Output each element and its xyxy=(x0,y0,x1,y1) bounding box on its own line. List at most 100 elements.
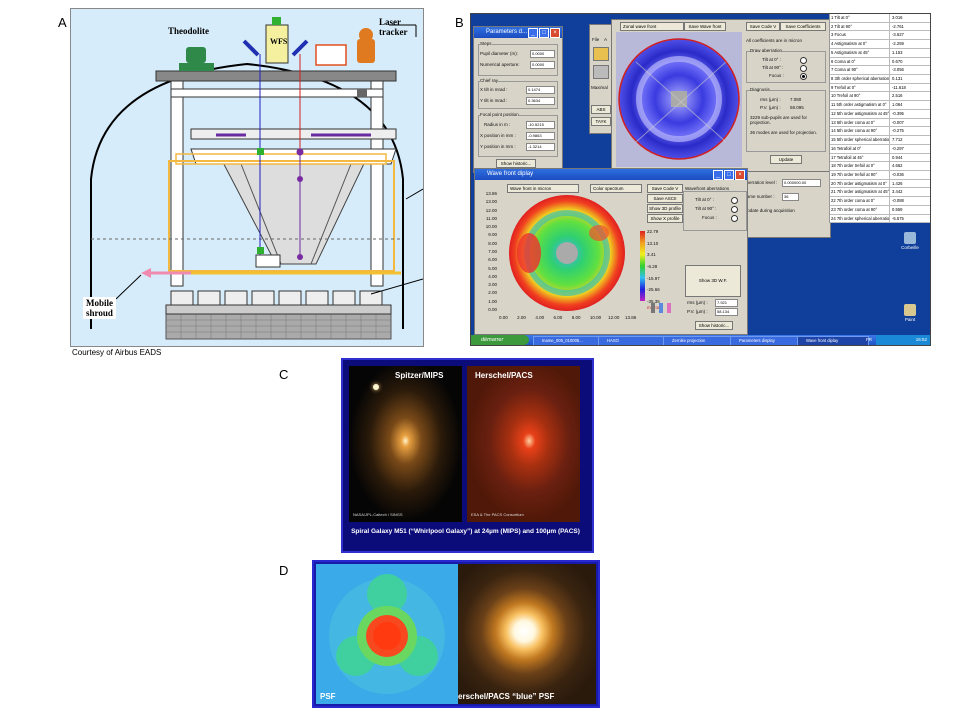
tilt90-radio[interactable] xyxy=(800,65,807,72)
update-button[interactable]: Update xyxy=(770,155,802,164)
zernike-term-value[interactable]: -2.761 xyxy=(892,23,904,29)
zernike-term-name: 19 7th order trefoil at 90° xyxy=(830,170,890,179)
zernike-term-value[interactable]: -3.056 xyxy=(892,67,904,73)
show-3d-profile-button[interactable]: Show 3D profile xyxy=(647,204,683,213)
zernike-term-value[interactable]: 1.064 xyxy=(892,102,903,108)
zernike-term-value[interactable]: 3.016 xyxy=(892,15,903,20)
y-tick-label: 13.00 xyxy=(485,199,497,205)
zernike-term-value[interactable]: -2.259 xyxy=(892,41,904,47)
pupil-diameter-field[interactable]: 0.0000 xyxy=(530,50,555,58)
spitzer-title: Spitzer/MIPS xyxy=(395,371,444,380)
taskbar-item[interactable]: Zernike projection xyxy=(663,336,735,345)
minimize-icon[interactable]: _ xyxy=(528,28,538,38)
zernike-term-value[interactable]: 0.944 xyxy=(892,154,903,160)
zernike-term-value[interactable]: 1.153 xyxy=(892,49,903,55)
zernike-term-value[interactable]: -11.618 xyxy=(892,84,906,90)
wavefront-display-window[interactable]: Wave front diplay _ □ × Wave front in micr… xyxy=(474,168,748,335)
maximize-icon[interactable]: □ xyxy=(539,28,549,38)
wf-rms-field[interactable]: 7.921 xyxy=(715,299,738,307)
color-spectrum-dropdown[interactable]: Color spectrum xyxy=(590,184,642,193)
save-code-v-button-2[interactable]: Save Code V xyxy=(647,184,683,193)
zernike-term-name: 14 5th order coma at 90° xyxy=(830,127,890,136)
panel-label-d: D xyxy=(279,563,289,578)
zernike-term-value[interactable]: 0.559 xyxy=(892,206,903,212)
close-icon[interactable]: × xyxy=(735,170,745,180)
tool-menu-window: File A Maximal ABS TAYK xyxy=(589,24,613,134)
focus-radio[interactable] xyxy=(800,73,807,80)
wavefront-unit-dropdown[interactable]: Wave front in micron xyxy=(507,184,579,193)
zernike-term-value[interactable]: -0.297 xyxy=(892,145,904,151)
trash-desktop-icon[interactable]: Corbeille xyxy=(899,232,921,250)
tilt0-radio[interactable] xyxy=(800,57,807,64)
taskbar-item[interactable]: HASO xyxy=(598,336,668,345)
abs-button[interactable]: ABS xyxy=(591,105,611,114)
file-menu[interactable]: File xyxy=(592,37,600,42)
y-position-field[interactable]: -1.3214 xyxy=(526,143,555,151)
wf-tilt90-radio[interactable] xyxy=(731,206,738,213)
x-position-label: X position in mm : xyxy=(480,133,516,138)
colorbar-tick-label: -35.35 xyxy=(647,299,660,304)
folder-icon[interactable] xyxy=(593,47,609,61)
maximize-icon[interactable]: □ xyxy=(724,170,734,180)
slider-handle-icon[interactable] xyxy=(659,303,663,313)
pv-value: 58.095 xyxy=(790,105,804,110)
zernike-term-value[interactable]: 3.442 xyxy=(892,189,903,195)
save-coefficients-button[interactable]: Save Coefficients xyxy=(780,22,826,31)
x-position-field[interactable]: -0.9863 xyxy=(526,132,555,140)
tilt-button[interactable]: TAYK xyxy=(591,117,611,126)
focal-point-label: Focal point position xyxy=(480,112,519,117)
taskbar-item[interactable]: Iname_005_010005... xyxy=(533,336,603,345)
slider-handle-icon[interactable] xyxy=(667,303,671,313)
paint-desktop-icon[interactable]: Paint xyxy=(899,304,921,322)
zernike-term-value[interactable]: -0.007 xyxy=(892,119,904,125)
wf-focus-radio[interactable] xyxy=(731,215,738,222)
zonal-dropdown[interactable]: Zonal wave front xyxy=(620,22,684,31)
show-3d-wf-button[interactable]: Show 3D W.F. xyxy=(685,265,741,297)
zernike-term-value[interactable]: -0.088 xyxy=(892,198,904,204)
x-tick-label: 0.00 xyxy=(499,315,508,320)
show-historic-button[interactable]: Show historic... xyxy=(496,159,536,168)
zernike-term-value[interactable]: 4.662 xyxy=(892,163,903,169)
parameters-window[interactable]: Parameters d... _ □ × Steps Pupil diameter… xyxy=(473,26,563,173)
y-tilt-field[interactable]: 0.3634 xyxy=(526,97,555,105)
save-wavefront-button[interactable]: Save Wave front xyxy=(684,22,726,31)
zernike-term-name: 13 5th order coma at 0° xyxy=(830,118,890,127)
zernike-term-value[interactable]: 0.670 xyxy=(892,58,903,64)
x-tick-label: 12.00 xyxy=(608,315,620,320)
zernike-term-value[interactable]: 0.131 xyxy=(892,76,903,82)
cut-level-field[interactable]: 0.000000.00 xyxy=(782,179,821,187)
zernike-term-value[interactable]: -5.575 xyxy=(892,215,904,221)
zernike-term-value[interactable]: -0.395 xyxy=(892,110,904,116)
start-button[interactable]: démarrer xyxy=(471,335,529,345)
zernike-row: 13 5th order coma at 0° -0.007 xyxy=(830,118,930,128)
zernike-term-name: 3 Focus xyxy=(830,31,890,40)
zernike-term-value[interactable]: -0.036 xyxy=(892,171,904,177)
area-menu[interactable]: A xyxy=(604,37,608,42)
zernike-row: 6 Coma at 0° 0.670 xyxy=(830,57,930,67)
zernike-term-value[interactable]: 2.516 xyxy=(892,93,903,99)
taskbar-item[interactable]: Wave front diplay xyxy=(797,336,869,345)
zernike-term-value[interactable]: -0.275 xyxy=(892,128,904,134)
save-ascii-button[interactable]: Save ASCII xyxy=(647,194,683,203)
minimize-icon[interactable]: _ xyxy=(713,170,723,180)
show-x-profile-button[interactable]: Show X profile xyxy=(647,214,683,223)
zernike-term-name: 20 7th order astigmatism at 0° xyxy=(830,179,890,188)
x-tilt-field[interactable]: 0.1474 xyxy=(526,86,555,94)
pv-label: P.V. (µm) : xyxy=(760,105,781,110)
slider-handle-icon[interactable] xyxy=(651,303,655,313)
save-code-v-button[interactable]: Save Code V xyxy=(746,22,780,31)
zernike-term-value[interactable]: 7.712 xyxy=(892,137,903,143)
wf-tilt0-radio[interactable] xyxy=(731,197,738,204)
close-icon[interactable]: × xyxy=(550,28,560,38)
radius-field[interactable]: -10.5215 xyxy=(526,121,555,129)
tool-icon[interactable] xyxy=(593,65,609,79)
language-indicator[interactable]: FR xyxy=(866,337,872,342)
zernike-term-value[interactable]: -3.627 xyxy=(892,32,904,38)
wf-pv-field[interactable]: 58.134 xyxy=(715,308,738,316)
numerical-aperture-field[interactable]: 0.0000 xyxy=(530,61,555,69)
taskbar-item[interactable]: Parameters display xyxy=(730,336,802,345)
frame-number-field[interactable]: 36 xyxy=(782,193,799,201)
y-tick-label: 6.00 xyxy=(488,257,497,263)
wf-show-historic-button[interactable]: Show historic... xyxy=(695,321,733,330)
zernike-term-value[interactable]: 1.426 xyxy=(892,180,903,186)
